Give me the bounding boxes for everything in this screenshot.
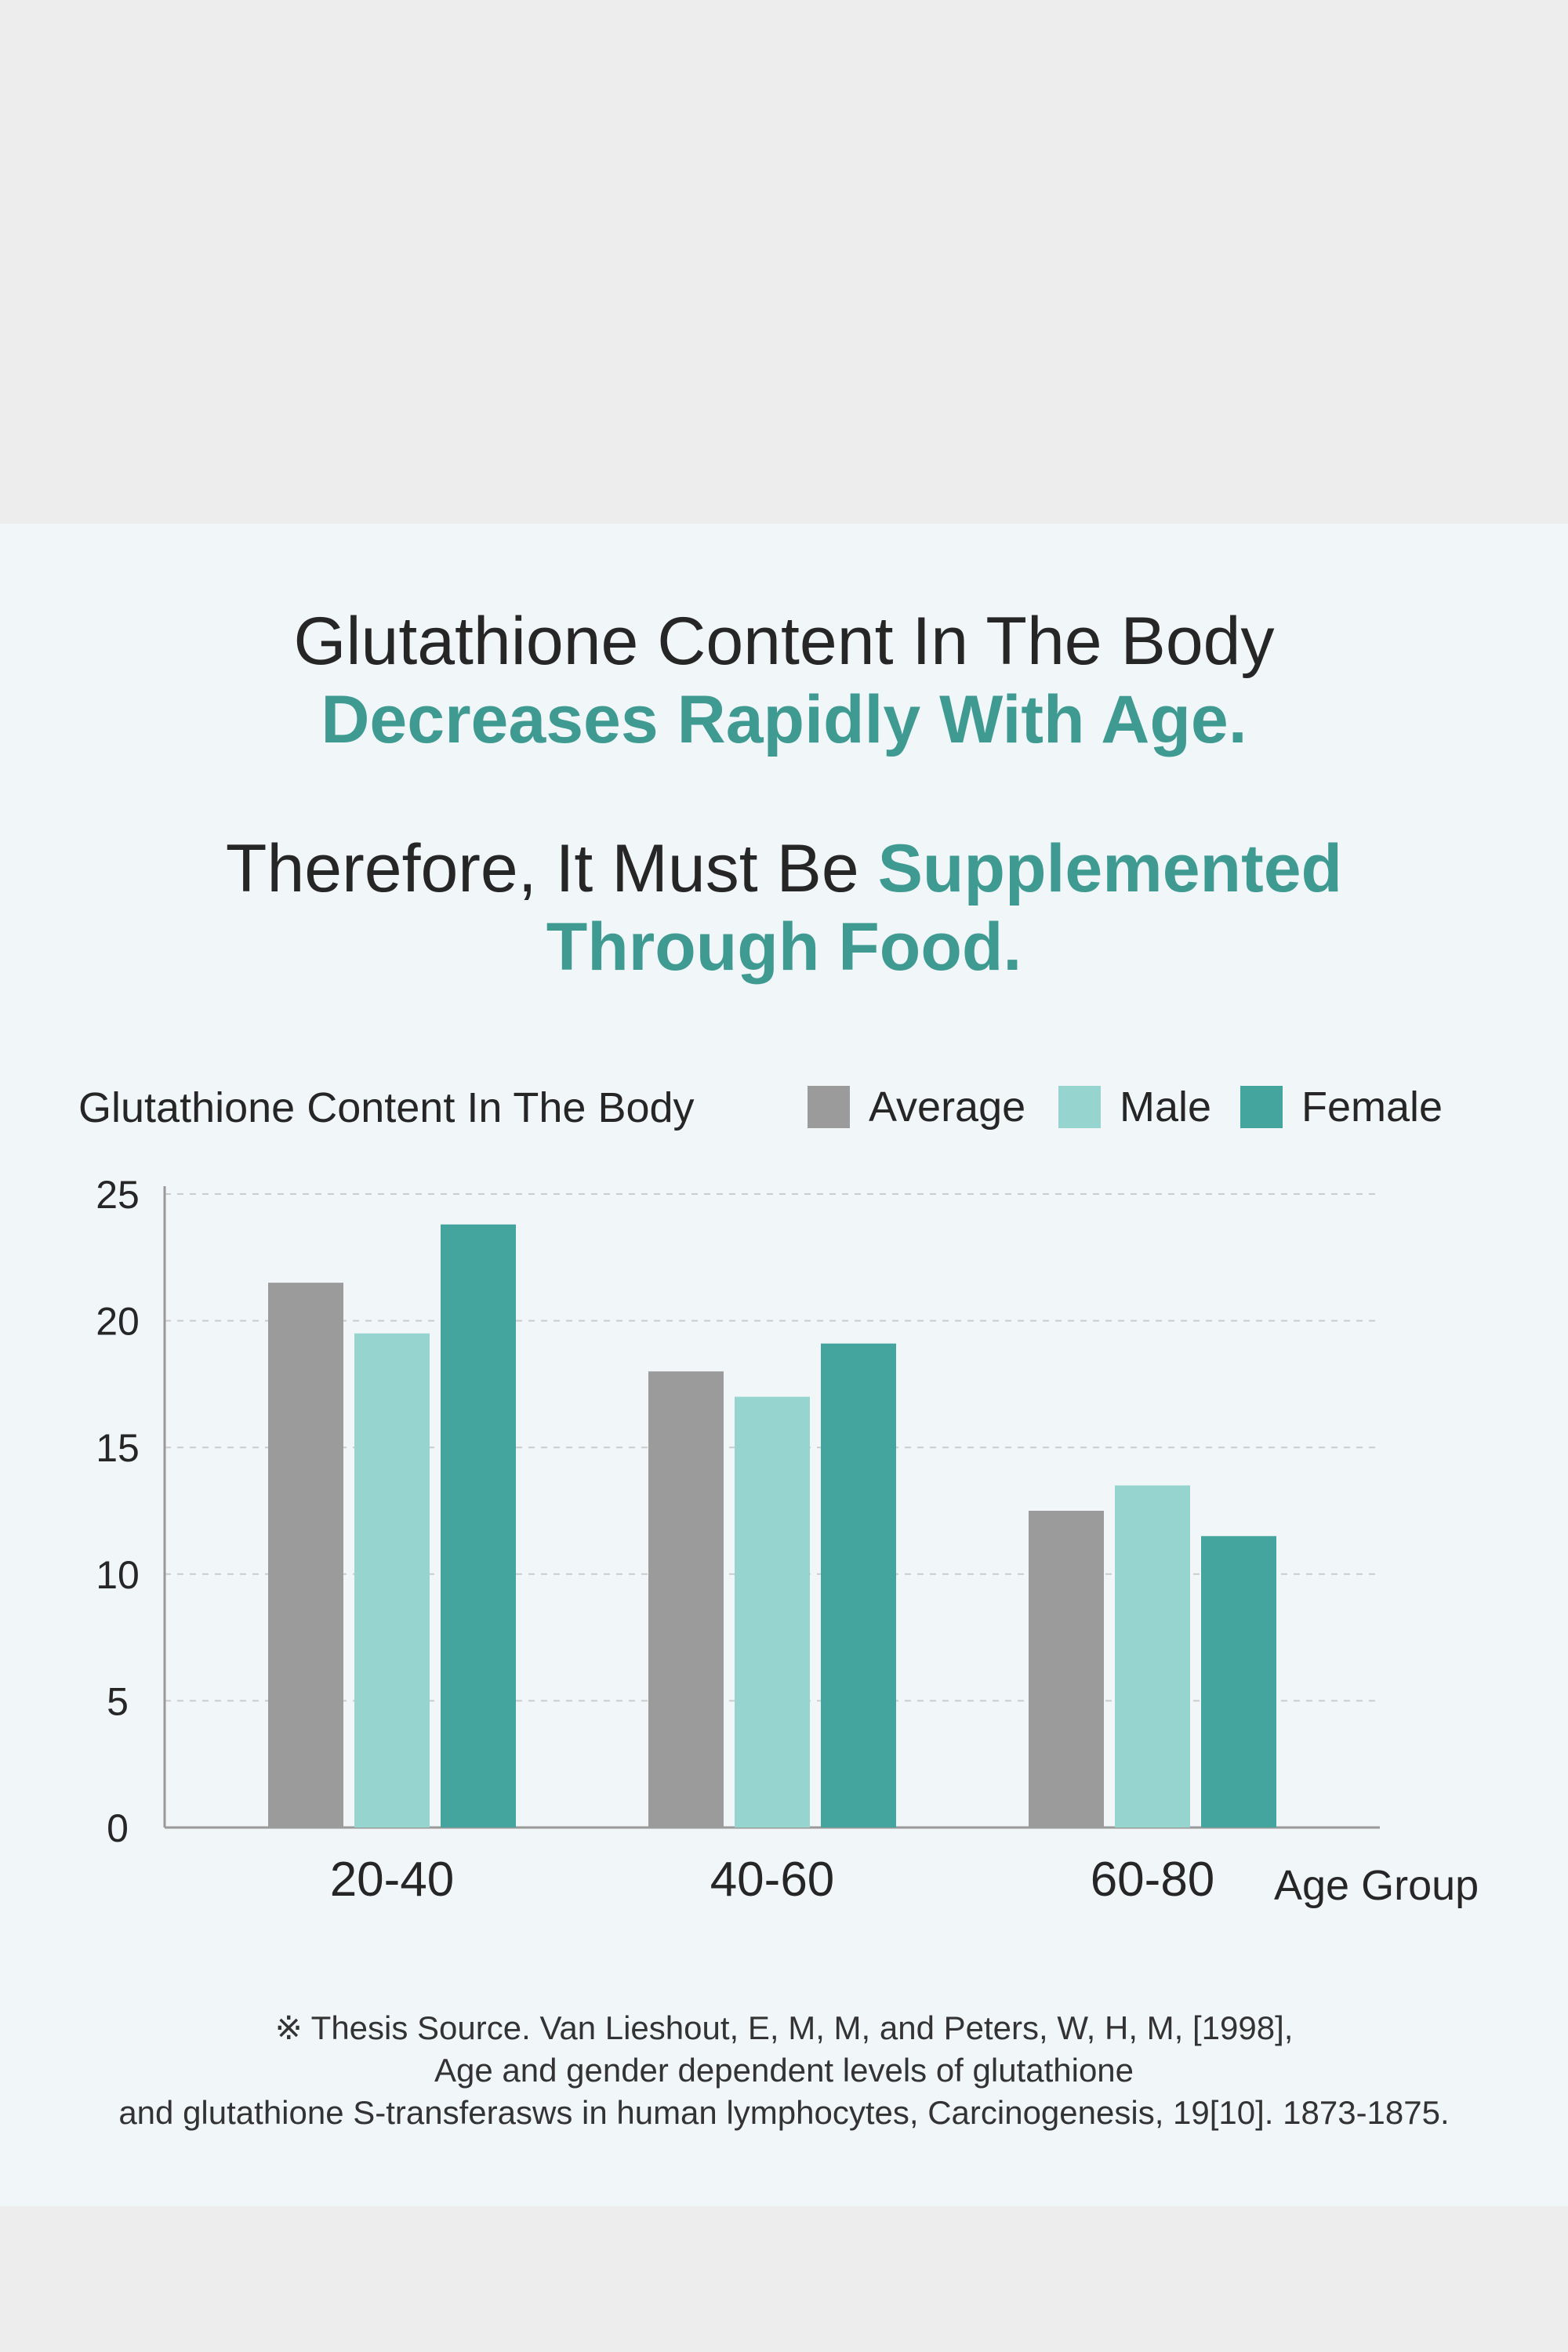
y-tick-label-15: 15 (96, 1426, 140, 1470)
bar-20-40-male (354, 1333, 430, 1828)
legend-label-female: Female (1301, 1083, 1443, 1131)
y-tick-label-5: 5 (107, 1679, 129, 1723)
bar-20-40-female (441, 1224, 516, 1828)
headline-line-3: Therefore, It Must Be Supplemented (0, 829, 1568, 908)
bar-20-40-average (268, 1283, 343, 1828)
bar-40-60-male (735, 1396, 810, 1828)
headline-line-3-plain: Therefore, It Must Be (225, 831, 878, 906)
top-band (0, 0, 1568, 524)
bottom-band (0, 2206, 1568, 2352)
y-tick-label-10: 10 (96, 1553, 140, 1597)
y-tick-label-0: 0 (107, 1806, 129, 1850)
source-line-2: Age and gender dependent levels of gluta… (434, 2052, 1134, 2089)
legend-swatch-male (1058, 1086, 1101, 1128)
legend-swatch-female (1240, 1086, 1283, 1128)
x-tick-label-20-40: 20-40 (330, 1853, 455, 1907)
headline-line-4: Through Food. (546, 909, 1022, 985)
source-line-1: ※ Thesis Source. Van Lieshout, E, M, M, … (274, 2009, 1294, 2046)
source-line-3: and glutathione S-transferasws in human … (118, 2094, 1450, 2131)
headline-line-2: Decreases Rapidly With Age. (321, 682, 1247, 757)
x-tick-label-60-80: 60-80 (1091, 1853, 1215, 1907)
x-axis-label: Age Group (1274, 1862, 1479, 1909)
chart-title: Glutathione Content In The Body (78, 1084, 695, 1131)
legend-label-male: Male (1120, 1083, 1211, 1131)
bar-60-80-male (1115, 1485, 1190, 1828)
x-tick-label-40-60: 40-60 (710, 1853, 835, 1907)
source-citation: ※ Thesis Source. Van Lieshout, E, M, M, … (0, 2007, 1568, 2134)
content-panel: Glutathione Content In The Body Decrease… (0, 524, 1568, 2206)
y-tick-label-20: 20 (96, 1300, 140, 1344)
bar-40-60-average (648, 1371, 724, 1828)
bar-60-80-female (1201, 1536, 1276, 1828)
bar-chart: Glutathione Content In The Body Average Ma… (78, 1083, 1479, 1909)
bar-60-80-average (1029, 1511, 1104, 1828)
headline-line-1: Glutathione Content In The Body (293, 604, 1275, 679)
legend-label-average: Average (869, 1083, 1025, 1131)
legend-swatch-average (808, 1086, 850, 1128)
y-tick-label-25: 25 (96, 1173, 140, 1217)
headline-line-3-accent: Supplemented (877, 831, 1343, 906)
bar-40-60-female (821, 1343, 896, 1828)
